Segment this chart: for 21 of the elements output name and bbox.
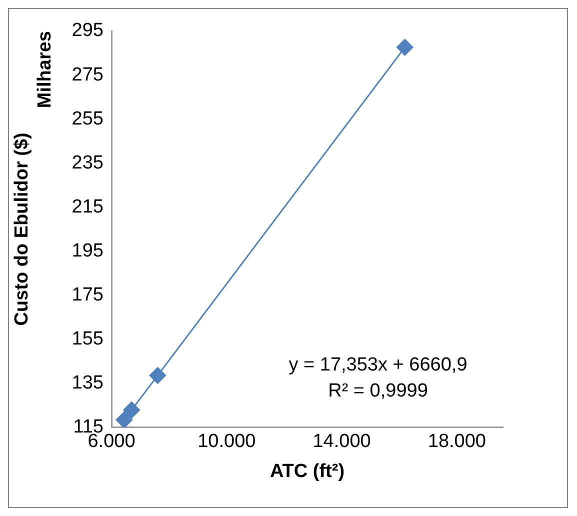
y-tick-label: 155 xyxy=(72,328,104,350)
annotation: R² = 0,9999 xyxy=(328,380,428,402)
x-tick-label: 18.000 xyxy=(428,431,486,452)
point xyxy=(123,402,140,419)
y-tick-label: 295 xyxy=(72,20,104,42)
y-axis-title: Custo do Ebulidor ($) xyxy=(12,132,33,326)
y-tick-label: 135 xyxy=(72,372,104,394)
annotation: y = 17,353x + 6660,9 xyxy=(288,354,468,376)
point xyxy=(396,38,414,56)
x-tick-label: 14.000 xyxy=(312,431,371,452)
point xyxy=(116,411,133,428)
y-tick-label: 195 xyxy=(72,240,104,262)
y-tick-label: 255 xyxy=(72,108,104,130)
text: Milhares xyxy=(34,31,56,108)
y-tick-label: 175 xyxy=(72,284,104,306)
x-tick-label: 10.000 xyxy=(198,431,256,452)
point xyxy=(149,366,166,384)
y-tick-label: 215 xyxy=(72,196,104,218)
x-axis-title: ATC (ft²) xyxy=(270,460,345,482)
y-tick-label: 235 xyxy=(72,152,104,174)
y-tick-label: 275 xyxy=(72,64,104,86)
